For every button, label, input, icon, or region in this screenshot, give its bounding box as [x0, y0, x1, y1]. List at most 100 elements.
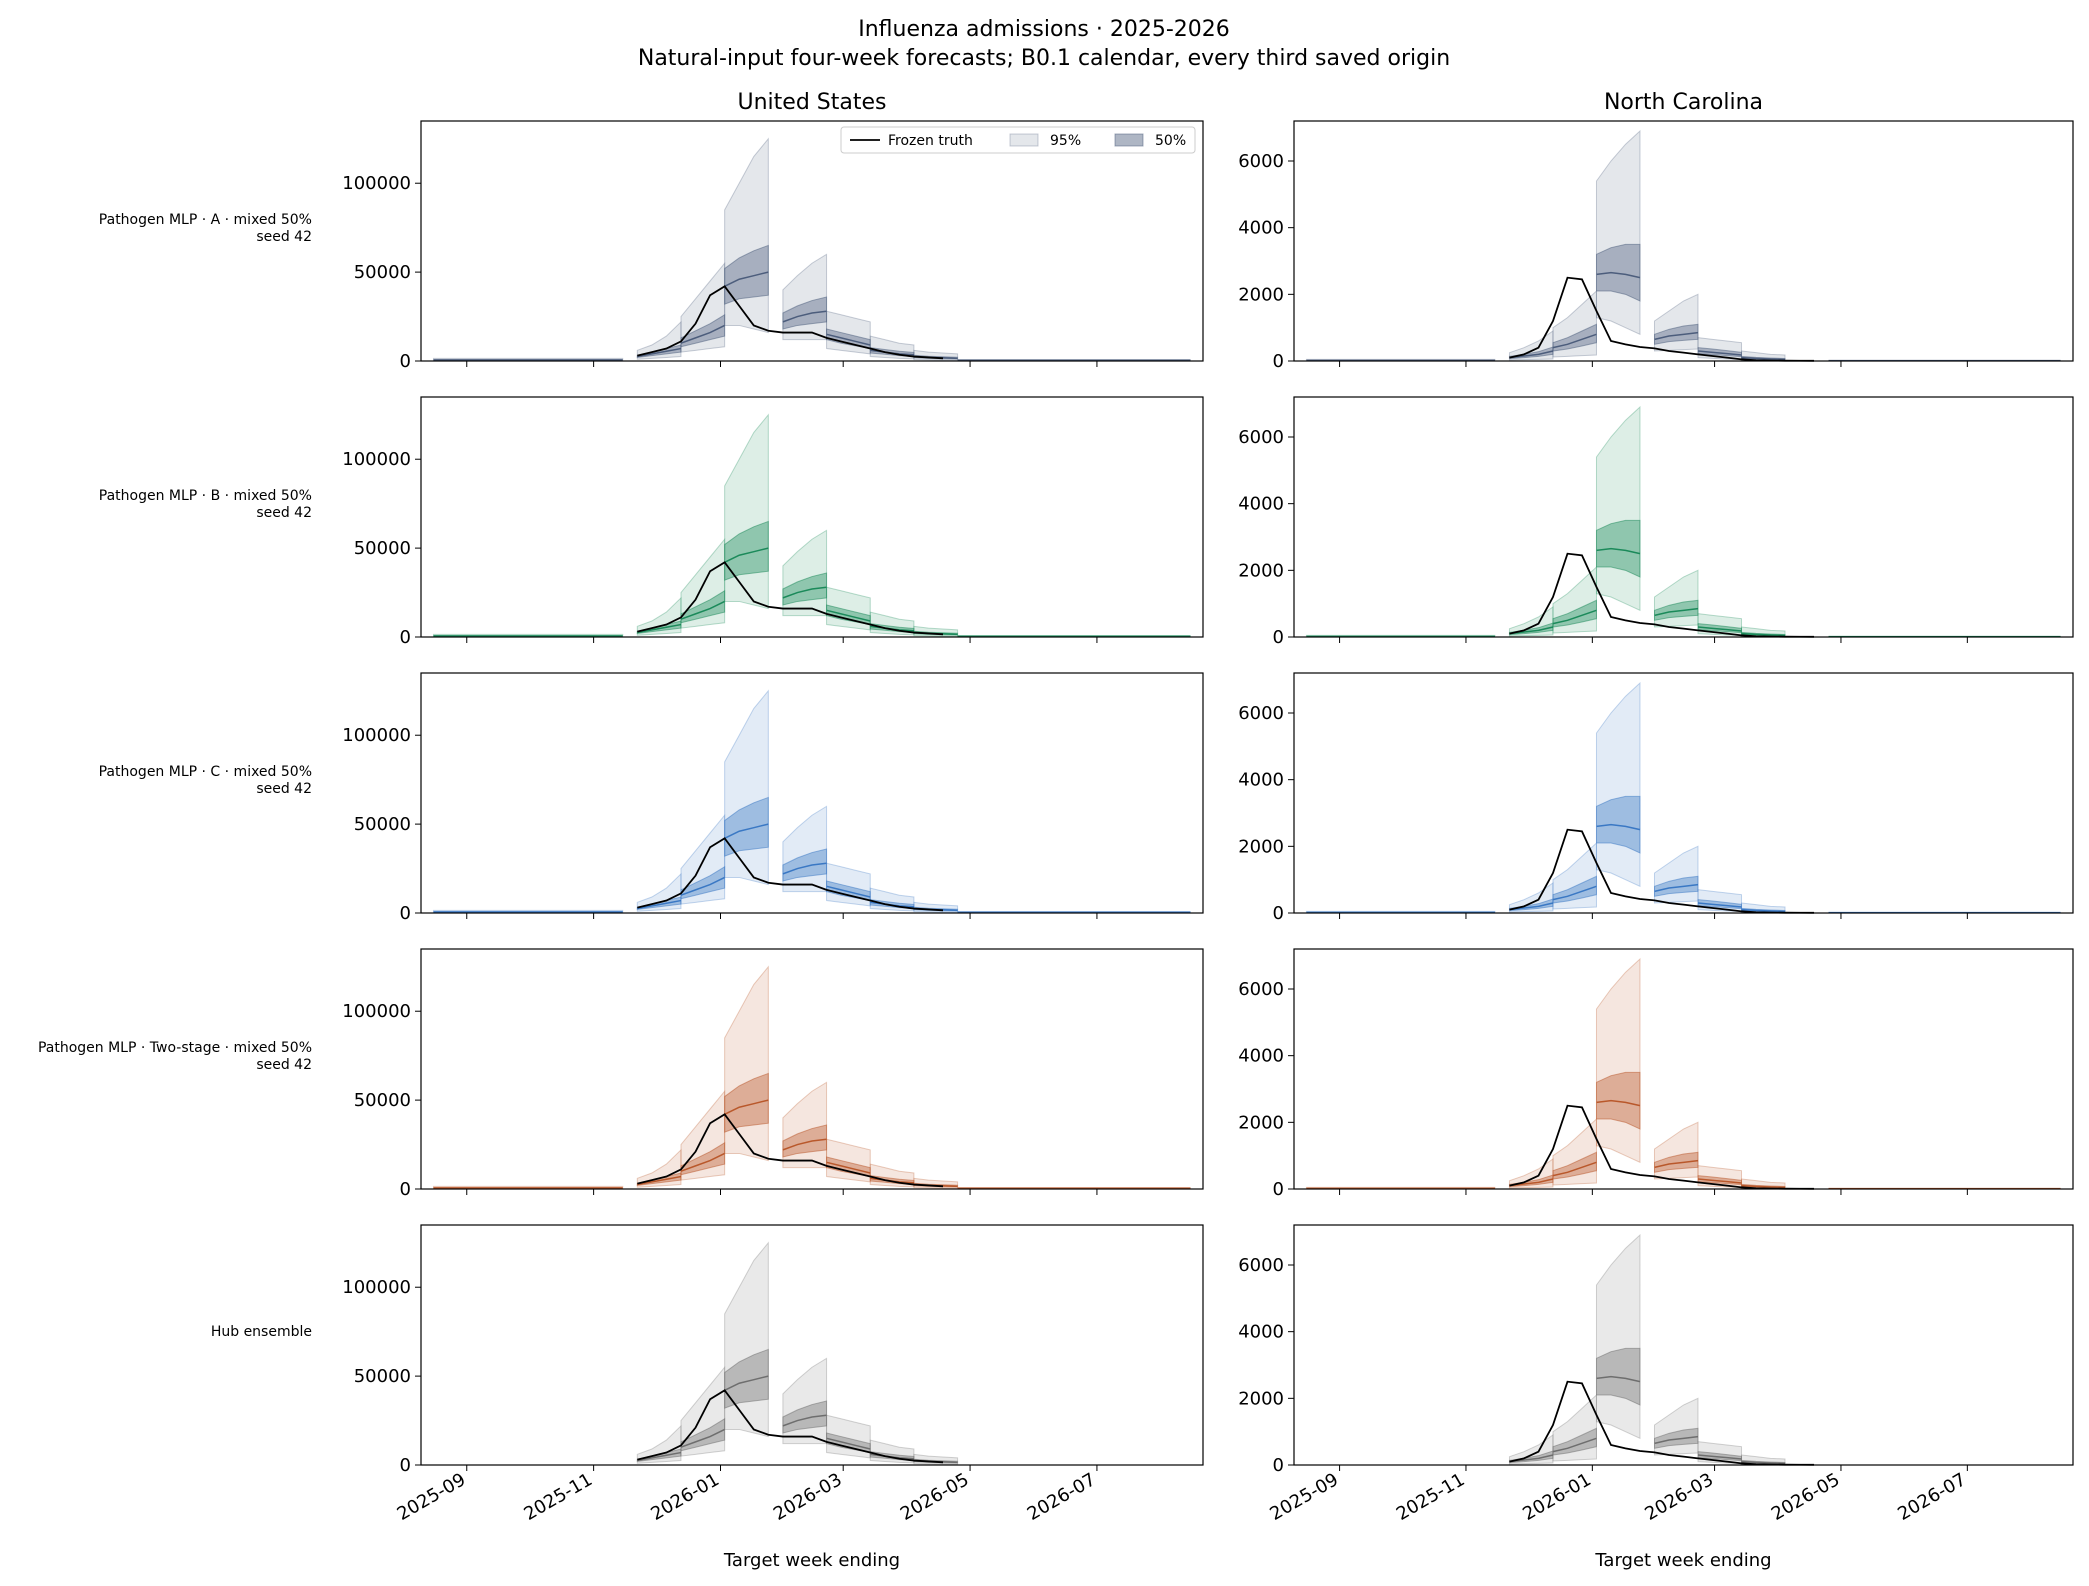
median-line	[1741, 632, 1786, 637]
y-tick-label: 2000	[1238, 560, 1284, 581]
band-50	[782, 296, 828, 330]
x-tick-label: 2026-01	[1519, 1469, 1595, 1525]
x-tick-label: 2025-09	[1266, 1469, 1342, 1525]
median-line	[1697, 1178, 1742, 1184]
median-line	[724, 547, 769, 564]
axes-frame	[420, 120, 1204, 362]
row-label: Pathogen MLP · A · mixed 50%	[99, 212, 312, 228]
y-tick-label: 100000	[342, 449, 411, 470]
x-tick-label: 2026-01	[647, 1469, 723, 1525]
median-line	[724, 271, 769, 288]
median-line	[724, 1099, 769, 1116]
median-line	[1697, 350, 1742, 356]
band-95	[826, 862, 871, 907]
x-tick-label: 2025-11	[1393, 1469, 1469, 1525]
median-line	[1654, 607, 1699, 617]
row-label: seed 42	[256, 229, 312, 245]
axes-frame	[1293, 120, 2074, 362]
y-tick-label: 50000	[354, 1090, 411, 1111]
y-tick-label: 4000	[1238, 218, 1284, 239]
band-95	[724, 413, 769, 610]
y-tick-label: 0	[400, 351, 411, 372]
band-50	[1595, 1071, 1641, 1130]
row-label: seed 42	[256, 781, 312, 797]
y-tick-label: 2000	[1238, 1112, 1284, 1133]
band-50	[724, 244, 769, 305]
figure-subtitle: Natural-input four-week forecasts; B0.1 …	[638, 46, 1450, 71]
median-line	[1697, 902, 1742, 908]
axes-frame	[1293, 396, 2074, 638]
median-line	[826, 1437, 871, 1450]
median-line	[680, 1428, 725, 1448]
median-line	[1741, 356, 1786, 361]
median-line	[826, 1161, 871, 1174]
y-tick-label: 100000	[342, 725, 411, 746]
median-line	[826, 333, 871, 346]
median-line	[1552, 609, 1597, 625]
y-tick-label: 50000	[354, 538, 411, 559]
truth-line	[637, 837, 944, 912]
band-95	[826, 310, 871, 355]
band-50	[1653, 875, 1699, 897]
row-label: Hub ensemble	[211, 1324, 312, 1340]
median-line	[826, 609, 871, 622]
x-tick-label: 2025-11	[520, 1469, 596, 1525]
y-tick-label: 6000	[1238, 703, 1284, 724]
y-tick-label: 0	[400, 903, 411, 924]
axes-frame	[420, 1224, 1204, 1466]
x-tick-label: 2026-03	[1641, 1469, 1717, 1525]
axes-frame	[420, 672, 1204, 914]
band-95	[869, 611, 915, 636]
band-50	[1653, 1151, 1699, 1173]
y-tick-label: 4000	[1238, 494, 1284, 515]
median-line	[1552, 333, 1597, 349]
y-tick-label: 0	[400, 1179, 411, 1200]
band-50	[782, 572, 828, 606]
y-tick-label: 6000	[1238, 427, 1284, 448]
median-line	[680, 1152, 725, 1172]
panel-grid: Pathogen MLP · A · mixed 50%seed 4205000…	[38, 90, 2074, 1571]
band-50	[1653, 1427, 1699, 1449]
median-line	[1596, 547, 1641, 555]
truth-line	[637, 561, 944, 636]
median-line	[782, 310, 827, 323]
y-tick-label: 2000	[1238, 1388, 1284, 1409]
x-axis-label: Target week ending	[1594, 1550, 1771, 1571]
band-95	[724, 1241, 769, 1438]
band-95	[869, 1439, 915, 1464]
median-line	[637, 899, 682, 910]
median-line	[1654, 331, 1699, 341]
panel-1-0: 0 50000 100000	[342, 396, 1204, 648]
median-line	[724, 1375, 769, 1392]
band-95	[826, 1138, 871, 1183]
y-tick-label: 6000	[1238, 1255, 1284, 1276]
band-95	[1552, 1393, 1597, 1462]
y-tick-label: 4000	[1238, 1322, 1284, 1343]
band-95	[1595, 405, 1641, 612]
median-line	[1552, 885, 1597, 901]
panel-3-1: 0 2000 4000 6000	[1238, 948, 2074, 1200]
y-tick-label: 50000	[354, 1366, 411, 1387]
y-tick-label: 4000	[1238, 1046, 1284, 1067]
band-95	[724, 137, 769, 334]
y-tick-label: 100000	[342, 173, 411, 194]
row-label: seed 42	[256, 1057, 312, 1073]
band-95	[1552, 1117, 1597, 1186]
band-50	[782, 1124, 828, 1158]
median-line	[1741, 908, 1786, 913]
median-line	[1596, 271, 1641, 279]
band-50	[1552, 1151, 1597, 1180]
x-axis-label: Target week ending	[723, 1550, 900, 1571]
row-label: seed 42	[256, 505, 312, 521]
column-title: North Carolina	[1604, 90, 1763, 115]
y-tick-label: 4000	[1238, 770, 1284, 791]
legend-50-swatch	[1114, 133, 1144, 147]
truth-line	[637, 1113, 944, 1188]
y-tick-label: 50000	[354, 262, 411, 283]
panel-2-0: 0 50000 100000	[342, 672, 1204, 924]
band-50	[1595, 795, 1641, 854]
band-50	[724, 520, 769, 581]
panel-0-0: 0 50000 100000 United States Frozen truth 95%…	[342, 90, 1204, 372]
band-50	[1552, 599, 1597, 628]
x-tick-label: 2026-05	[897, 1469, 973, 1525]
